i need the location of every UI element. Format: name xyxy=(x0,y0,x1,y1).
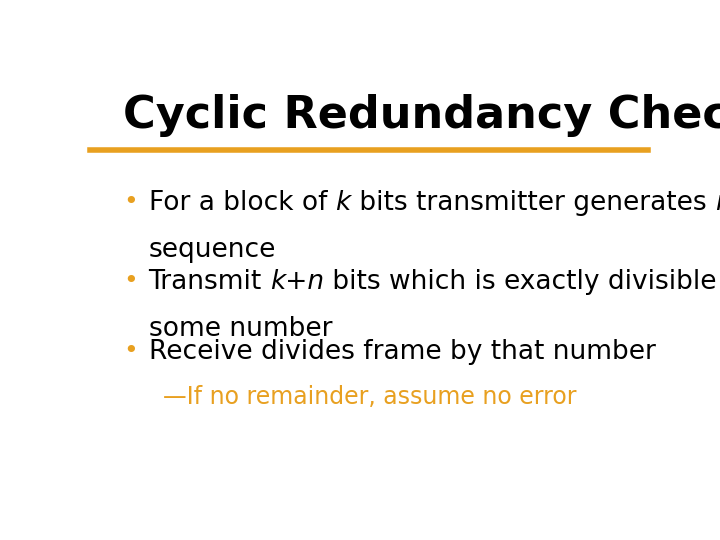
Text: sequence: sequence xyxy=(148,238,276,264)
Text: Cyclic Redundancy Check: Cyclic Redundancy Check xyxy=(124,94,720,137)
Text: •: • xyxy=(124,339,138,363)
Text: k+n: k+n xyxy=(270,268,324,294)
Text: Receive divides frame by that number: Receive divides frame by that number xyxy=(148,339,655,365)
Text: •: • xyxy=(124,190,138,213)
Text: some number: some number xyxy=(148,316,332,342)
Text: n: n xyxy=(715,190,720,215)
Text: bits transmitter generates: bits transmitter generates xyxy=(351,190,715,215)
Text: For a block of: For a block of xyxy=(148,190,336,215)
Text: bits which is exactly divisible by: bits which is exactly divisible by xyxy=(324,268,720,294)
Text: •: • xyxy=(124,268,138,293)
Text: k: k xyxy=(336,190,351,215)
Text: —If no remainder, assume no error: —If no remainder, assume no error xyxy=(163,385,576,409)
Text: Transmit: Transmit xyxy=(148,268,270,294)
